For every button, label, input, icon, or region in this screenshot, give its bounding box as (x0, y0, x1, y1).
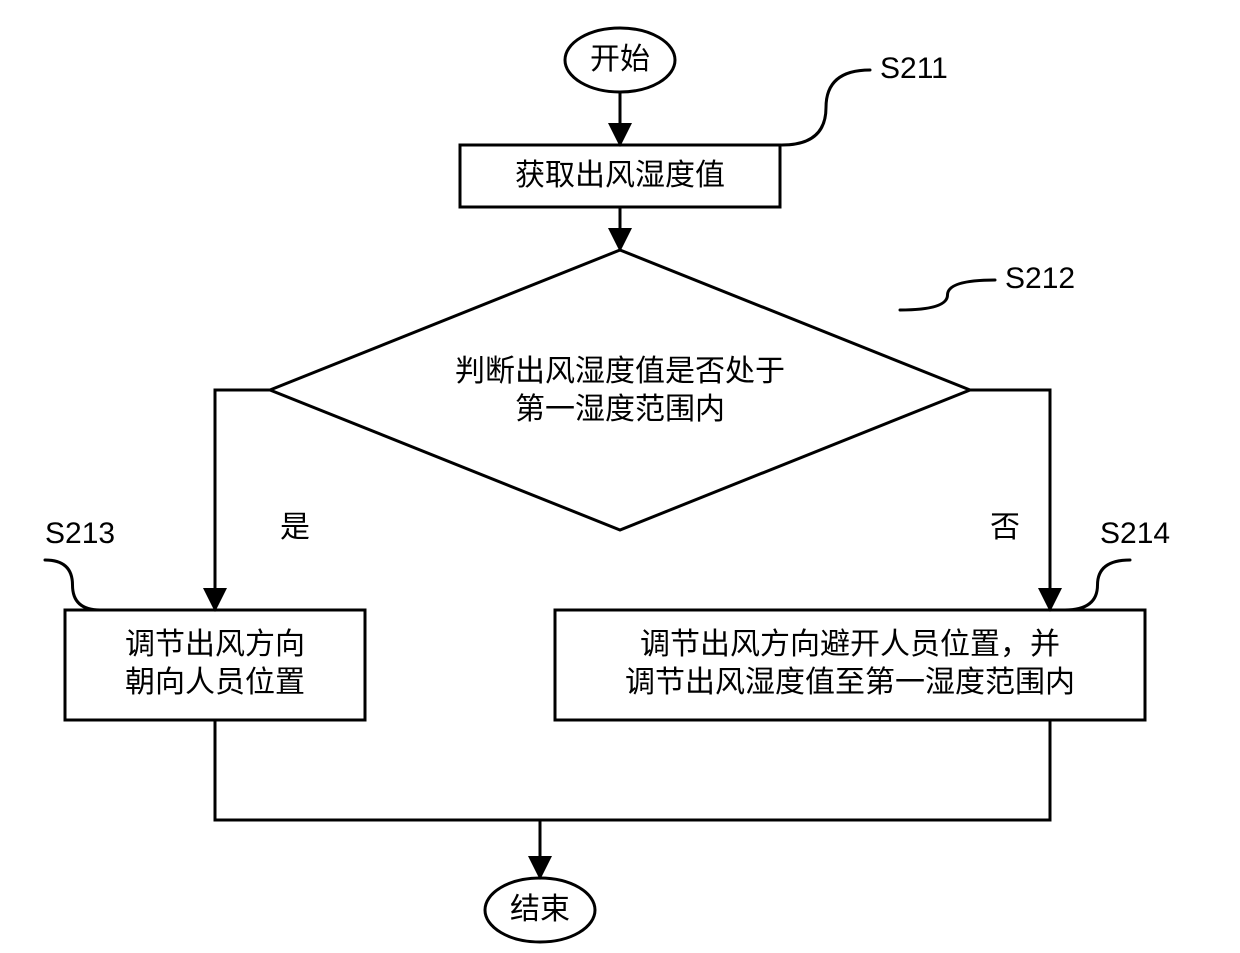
callout-s213 (45, 560, 100, 610)
callout-s211 (782, 70, 870, 145)
branch-label-no: 否 (990, 511, 1020, 544)
callout-s212 (900, 280, 995, 310)
svg-text:朝向人员位置: 朝向人员位置 (125, 666, 305, 699)
svg-text:结束: 结束 (510, 893, 570, 926)
flowchart-canvas: 开始 获取出风湿度值 S211 判断出风湿度值是否处于 第一湿度范围内 S212… (0, 0, 1240, 953)
svg-text:调节出风湿度值至第一湿度范围内: 调节出风湿度值至第一湿度范围内 (625, 666, 1075, 699)
process-s211: 获取出风湿度值 S211 (460, 52, 948, 207)
svg-text:判断出风湿度值是否处于: 判断出风湿度值是否处于 (455, 355, 785, 388)
terminator-end: 结束 (485, 878, 595, 942)
step-label-s213: S213 (45, 517, 115, 550)
terminator-start: 开始 (565, 28, 675, 92)
step-label-s214: S214 (1100, 517, 1170, 550)
conn-s214-merge (540, 720, 1050, 820)
svg-text:第一湿度范围内: 第一湿度范围内 (515, 393, 725, 426)
process-s213: 调节出风方向 朝向人员位置 S213 (45, 517, 365, 720)
svg-text:调节出风方向: 调节出风方向 (125, 628, 305, 661)
process-s214: 调节出风方向避开人员位置，并 调节出风湿度值至第一湿度范围内 S214 (555, 517, 1170, 720)
callout-s214 (1065, 560, 1130, 610)
svg-text:开始: 开始 (590, 43, 650, 76)
conn-s213-to-end (215, 720, 540, 878)
step-label-s211: S211 (880, 52, 948, 85)
branch-label-yes: 是 (280, 511, 310, 544)
svg-text:获取出风湿度值: 获取出风湿度值 (515, 159, 725, 192)
decision-s212: 判断出风湿度值是否处于 第一湿度范围内 S212 是 否 (270, 250, 1075, 544)
svg-text:调节出风方向避开人员位置，并: 调节出风方向避开人员位置，并 (640, 628, 1060, 661)
conn-s212-no (970, 390, 1050, 610)
conn-s212-yes (215, 390, 270, 610)
step-label-s212: S212 (1005, 262, 1075, 295)
